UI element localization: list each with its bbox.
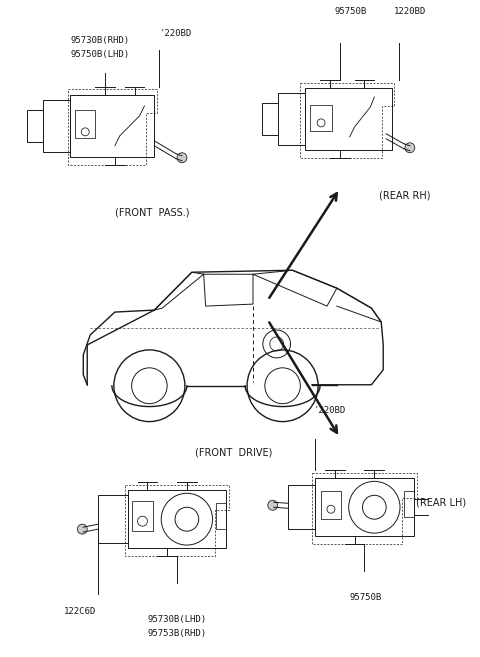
Text: 95750B(LHD): 95750B(LHD) — [71, 50, 130, 59]
Text: (REAR LH): (REAR LH) — [416, 497, 466, 507]
Text: 95750B: 95750B — [350, 593, 382, 602]
Bar — [310, 105, 332, 131]
Circle shape — [77, 524, 87, 534]
Text: 95753B(RHD): 95753B(RHD) — [147, 629, 206, 638]
Text: 1220BD: 1220BD — [394, 7, 426, 16]
Text: '220BD: '220BD — [159, 30, 192, 38]
Bar — [404, 491, 414, 517]
Circle shape — [405, 143, 415, 152]
Circle shape — [177, 152, 187, 163]
Bar — [98, 495, 128, 543]
Bar — [128, 490, 227, 548]
Bar — [75, 110, 95, 138]
Text: 95730B(RHD): 95730B(RHD) — [71, 36, 130, 45]
Bar — [288, 486, 315, 529]
Bar — [43, 100, 71, 152]
Text: 122C6D: 122C6D — [63, 607, 96, 616]
Bar — [262, 103, 277, 135]
Text: 95730B(LHD): 95730B(LHD) — [147, 615, 206, 623]
Text: (REAR RH): (REAR RH) — [379, 191, 431, 200]
Bar — [321, 491, 341, 519]
Circle shape — [268, 500, 277, 510]
Text: (FRONT  PASS.): (FRONT PASS.) — [115, 208, 189, 217]
Text: 95750B: 95750B — [335, 7, 367, 16]
Bar — [277, 93, 305, 145]
Text: '220BD: '220BD — [313, 405, 346, 415]
Bar — [305, 88, 392, 150]
Bar — [216, 503, 227, 529]
Text: (FRONT  DRIVE): (FRONT DRIVE) — [195, 447, 272, 457]
Bar — [132, 501, 153, 531]
Bar — [71, 95, 155, 157]
Bar — [315, 478, 414, 536]
Bar — [27, 110, 43, 142]
